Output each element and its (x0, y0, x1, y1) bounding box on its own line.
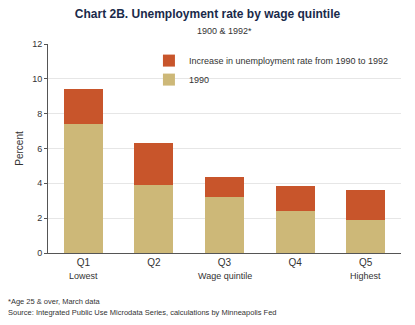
svg-text:Chart 2B. Unemployment rate by: Chart 2B. Unemployment rate by wage quin… (75, 7, 341, 21)
svg-text:4: 4 (37, 178, 42, 188)
svg-text:Q1: Q1 (77, 257, 91, 268)
svg-text:Percent: Percent (14, 131, 25, 166)
svg-text:Highest: Highest (350, 271, 381, 281)
svg-text:Q2: Q2 (147, 257, 161, 268)
svg-text:Increase in unemployment rate: Increase in unemployment rate from 1990 … (189, 56, 388, 66)
svg-text:6: 6 (37, 144, 42, 154)
svg-text:Wage quintile: Wage quintile (198, 271, 252, 281)
svg-text:Q4: Q4 (288, 257, 302, 268)
svg-text:Q3: Q3 (218, 257, 232, 268)
svg-text:1990: 1990 (189, 75, 209, 85)
svg-text:8: 8 (37, 109, 42, 119)
svg-text:10: 10 (32, 74, 42, 84)
svg-text:*Age 25 & over, March data: *Age 25 & over, March data (8, 297, 101, 306)
svg-text:Q5: Q5 (359, 257, 373, 268)
svg-text:0: 0 (37, 248, 42, 258)
svg-text:Source: Integrated Public Use: Source: Integrated Public Use Microdata … (8, 308, 276, 317)
svg-text:2: 2 (37, 213, 42, 223)
svg-text:Lowest: Lowest (69, 271, 98, 281)
svg-text:12: 12 (32, 39, 42, 49)
svg-text:1900 & 1992*: 1900 & 1992* (197, 26, 252, 36)
